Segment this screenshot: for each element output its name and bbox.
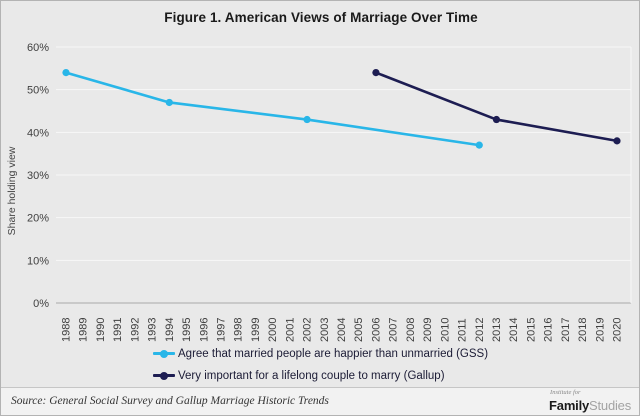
legend: Agree that married people are happier th… — [153, 346, 488, 390]
y-tick-label: 50% — [27, 85, 49, 97]
data-point — [62, 69, 70, 77]
x-tick-label: 2001 — [284, 318, 296, 342]
legend-label-gallup: Very important for a lifelong couple to … — [178, 369, 445, 382]
y-tick-label: 60% — [27, 42, 49, 54]
y-tick-label: 0% — [33, 298, 49, 310]
x-tick-label: 2018 — [577, 318, 589, 342]
x-tick-label: 2002 — [302, 318, 314, 342]
x-tick-label: 1990 — [95, 318, 107, 342]
x-tick-label: 2009 — [422, 318, 434, 342]
logo-institute-for: Institute for — [550, 389, 581, 396]
x-tick-label: 1988 — [61, 318, 73, 342]
x-tick-label: 1989 — [78, 318, 90, 342]
logo-wordmark: FamilyStudies — [549, 397, 631, 413]
x-tick-label: 2010 — [439, 318, 451, 342]
data-point — [303, 115, 311, 124]
gallup-line-marker-icon — [153, 371, 175, 380]
x-tick-label: 1999 — [250, 318, 262, 342]
x-tick-label: 1993 — [147, 318, 159, 342]
plot-area: 0% 10% 20% 30% 40% 50% 60% 1988 1989 1990 1991 1992… — [6, 42, 632, 342]
y-tick-label: 40% — [27, 127, 49, 139]
x-tick-label: 2013 — [491, 318, 503, 342]
x-tick-label: 2000 — [267, 318, 279, 342]
x-tick-label: 2004 — [336, 318, 348, 342]
x-tick-label: 2005 — [353, 318, 365, 342]
x-tick-label: 2006 — [370, 318, 382, 342]
x-tick-label: 1991 — [112, 318, 124, 342]
legend-item-gss: Agree that married people are happier th… — [153, 346, 488, 361]
x-tick-label: 1998 — [233, 318, 245, 342]
gss-series-line — [64, 71, 481, 147]
legend-label-gss: Agree that married people are happier th… — [178, 347, 489, 360]
data-point — [165, 98, 173, 107]
x-tick-label: 2014 — [508, 318, 520, 342]
x-tick-label: 1992 — [129, 318, 141, 342]
data-point — [372, 69, 380, 77]
x-tick-label: 2011 — [457, 318, 469, 342]
x-tick-label: 1997 — [215, 318, 227, 342]
source-note: Source: General Social Survey and Gallup… — [11, 395, 329, 407]
x-tick-label: 2003 — [319, 318, 331, 342]
chart-title: Figure 1. American Views of Marriage Ove… — [164, 10, 478, 25]
x-tick-label: 1994 — [164, 318, 176, 342]
x-tick-label: 2008 — [405, 318, 417, 342]
x-tick-label: 2007 — [388, 318, 400, 342]
x-tick-label: 2017 — [560, 318, 572, 342]
y-tick-label: 20% — [27, 213, 49, 225]
footer-bar: Source: General Social Survey and Gallup… — [1, 387, 639, 415]
data-point — [475, 141, 483, 149]
legend-item-gallup: Very important for a lifelong couple to … — [153, 368, 488, 383]
y-tick-label: 30% — [27, 170, 49, 182]
y-tick-label: 10% — [27, 255, 49, 267]
x-tick-label: 1996 — [198, 318, 210, 342]
y-axis-title: Share holding view — [6, 146, 18, 235]
x-tick-label: 2015 — [525, 318, 537, 342]
data-point — [492, 115, 501, 124]
x-tick-label: 2019 — [594, 318, 606, 342]
x-tick-label: 1995 — [181, 318, 193, 342]
x-tick-label: 2020 — [612, 318, 624, 342]
gallup-series-line — [374, 71, 619, 143]
data-point — [613, 137, 621, 145]
family-studies-logo: Institute for FamilyStudies — [549, 389, 631, 414]
gss-line-marker-icon — [153, 349, 175, 358]
x-tick-label: 2012 — [474, 318, 486, 342]
x-tick-label: 2016 — [543, 318, 555, 342]
